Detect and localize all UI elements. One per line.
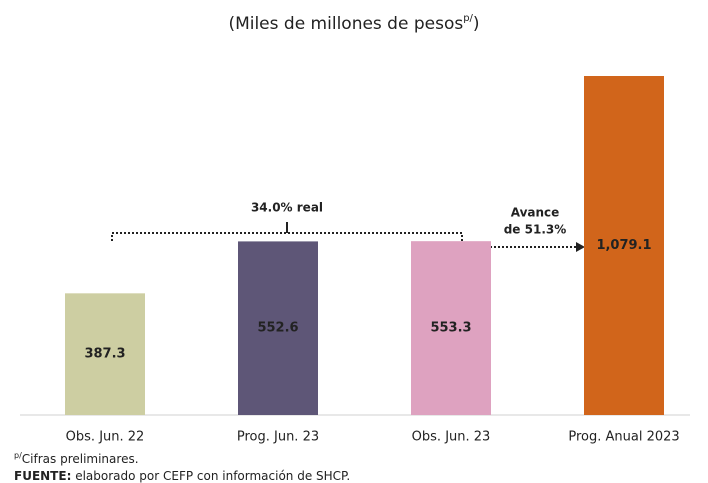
annotation: 34.0% real xyxy=(251,201,323,215)
value-label: 553.3 xyxy=(430,321,471,336)
footnote: p/Cifras preliminares. xyxy=(14,451,139,466)
title-text: (Miles de millones de pesos xyxy=(228,14,463,34)
annotation: de 51.3% xyxy=(504,223,567,237)
footnote-text: elaborado por CEFP con información de SH… xyxy=(71,469,350,483)
bar xyxy=(584,76,664,415)
footnote-text: Cifras preliminares. xyxy=(22,452,139,466)
title-end: ) xyxy=(473,14,480,34)
footnote-superscript: p/ xyxy=(14,451,22,460)
footnote: FUENTE: elaborado por CEFP con informaci… xyxy=(14,469,350,483)
annotation: Avance xyxy=(511,206,560,220)
x-tick-label: Prog. Anual 2023 xyxy=(568,430,679,445)
value-label: 1,079.1 xyxy=(596,238,651,253)
title-superscript: p/ xyxy=(463,13,473,24)
chart-title: (Miles de millones de pesosp/) xyxy=(228,13,479,34)
value-label: 387.3 xyxy=(84,347,125,362)
bar xyxy=(238,241,318,415)
footnote-label: FUENTE: xyxy=(14,469,71,483)
x-tick-label: Obs. Jun. 23 xyxy=(412,430,491,445)
x-tick-label: Obs. Jun. 22 xyxy=(66,430,145,445)
bar xyxy=(411,241,491,415)
value-label: 552.6 xyxy=(257,321,298,336)
x-tick-label: Prog. Jun. 23 xyxy=(237,430,319,445)
arrow-head xyxy=(576,242,585,252)
bracket-line xyxy=(111,232,463,241)
bar xyxy=(65,293,145,415)
bracket xyxy=(111,222,576,248)
